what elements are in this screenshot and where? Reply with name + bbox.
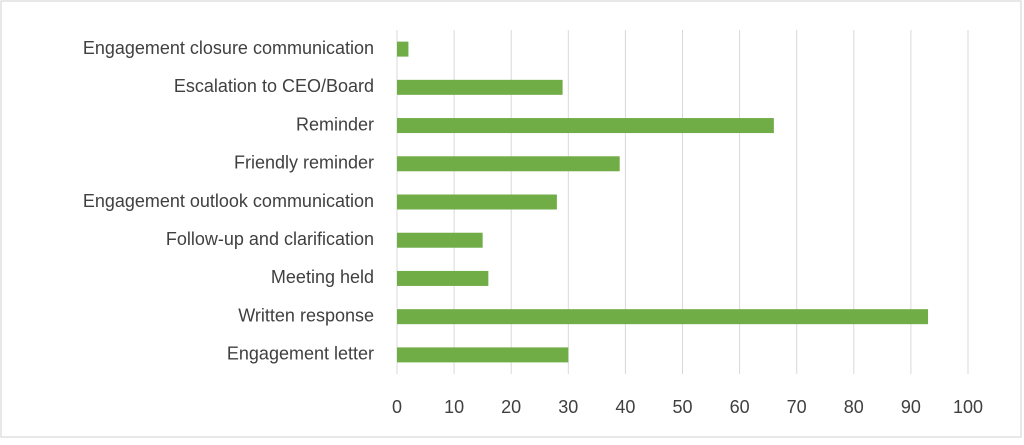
bar (397, 309, 929, 325)
x-tick-label: 60 (730, 397, 750, 417)
bar (397, 41, 409, 57)
y-tick-label: Friendly reminder (234, 153, 374, 173)
x-tick-label: 10 (444, 397, 464, 417)
y-tick-label: Written response (238, 305, 374, 325)
bar (397, 270, 489, 286)
y-tick-label: Meeting held (271, 267, 374, 287)
bar (397, 79, 563, 95)
y-tick-label: Reminder (296, 114, 374, 134)
y-tick-label: Engagement outlook communication (83, 191, 374, 211)
x-tick-label: 80 (844, 397, 864, 417)
x-tick-label: 40 (615, 397, 635, 417)
x-tick-label: 0 (392, 397, 402, 417)
bar (397, 347, 569, 363)
y-tick-label: Engagement closure communication (83, 38, 374, 58)
x-tick-label: 90 (901, 397, 921, 417)
x-tick-label: 100 (953, 397, 983, 417)
bar (397, 232, 483, 248)
y-tick-label: Engagement letter (227, 344, 374, 364)
y-tick-label: Escalation to CEO/Board (174, 76, 374, 96)
x-tick-label: 70 (787, 397, 807, 417)
y-tick-label: Follow-up and clarification (166, 229, 374, 249)
bar (397, 194, 557, 210)
bar (397, 156, 620, 172)
bar (397, 118, 774, 134)
x-tick-label: 50 (672, 397, 692, 417)
x-tick-label: 30 (558, 397, 578, 417)
x-tick-label: 20 (501, 397, 521, 417)
